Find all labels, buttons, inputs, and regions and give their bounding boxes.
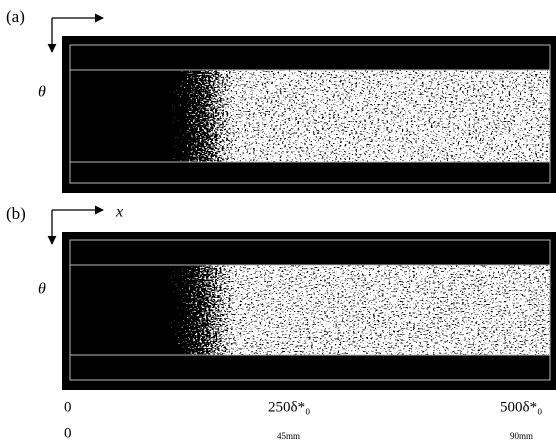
panel-b: (b) x θ [6,204,556,390]
flow-image [70,70,550,162]
x-label: x [115,204,123,221]
scale-label: 90mm [510,431,533,441]
scale-label: 0 [64,425,72,441]
frame [69,239,551,381]
panel-label: (a) [6,7,25,26]
scale-label: 250δ*₀ [268,399,310,415]
scale-label: 500δ*₀ [500,399,542,415]
scale-label: 0 [64,399,72,415]
panel-a: (a) θ [6,7,556,193]
scale-label: 45mm [277,431,300,441]
panel-label: (b) [6,204,26,223]
theta-label: θ [38,281,46,298]
scale: 0 250δ*₀ 500δ*₀ 0 45mm 90mm [64,399,542,441]
flow-image [70,265,550,355]
frame [69,44,551,184]
theta-label: θ [38,84,46,101]
